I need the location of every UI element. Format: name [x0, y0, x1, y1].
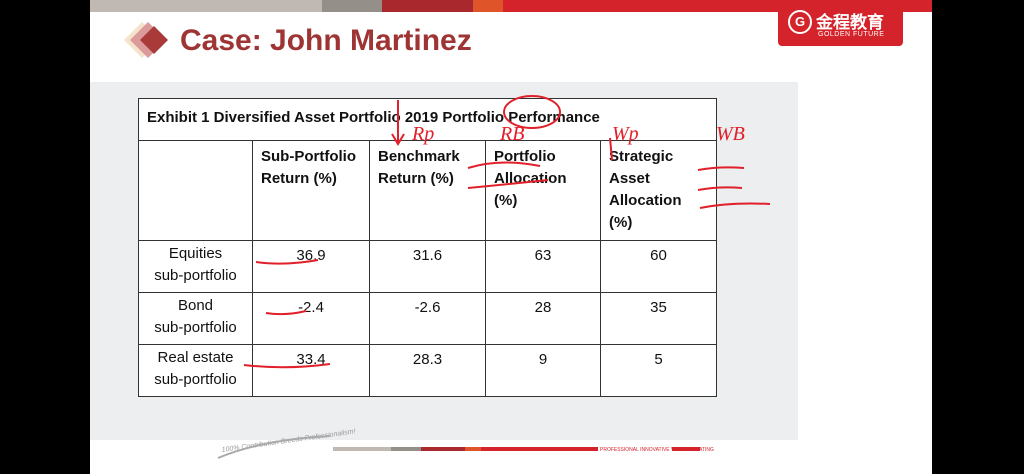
- logo-en: GOLDEN FUTURE: [818, 31, 885, 38]
- row-label: Bond sub-portfolio: [138, 292, 253, 345]
- cell: 35: [600, 292, 717, 345]
- exhibit-table: Exhibit 1 Diversified Asset Portfolio 20…: [138, 98, 717, 397]
- diamond-logo-icon: [124, 22, 168, 58]
- top-bar-segment: [473, 0, 503, 12]
- logo-mark-icon: G: [788, 10, 812, 34]
- cell: 63: [485, 240, 601, 293]
- cell: 33.4: [252, 344, 370, 397]
- cell: -2.6: [369, 292, 486, 345]
- header-cell: Portfolio Allocation (%): [485, 140, 601, 241]
- table-row: Bond sub-portfolio -2.4 -2.6 28 35: [138, 292, 717, 345]
- table-row: Equities sub-portfolio 36.9 31.6 63 60: [138, 240, 717, 293]
- logo-cn: 金程教育: [816, 13, 884, 32]
- header-empty: [138, 140, 253, 241]
- header-cell: Strategic Asset Allocation (%): [600, 140, 717, 241]
- brand-logo: G 金程教育 GOLDEN FUTURE: [778, 0, 903, 46]
- cell: 28.3: [369, 344, 486, 397]
- cell: 28: [485, 292, 601, 345]
- cell: 36.9: [252, 240, 370, 293]
- top-bar-segment: [322, 0, 382, 12]
- table-title: Exhibit 1 Diversified Asset Portfolio 20…: [138, 98, 717, 141]
- cell: 60: [600, 240, 717, 293]
- cell: 31.6: [369, 240, 486, 293]
- header-cell: Sub-Portfolio Return (%): [252, 140, 370, 241]
- header-cell: Benchmark Return (%): [369, 140, 486, 241]
- table-row: Real estate sub-portfolio 33.4 28.3 9 5: [138, 344, 717, 397]
- row-label: Real estate sub-portfolio: [138, 344, 253, 397]
- cell: 9: [485, 344, 601, 397]
- top-bar-segment: [90, 0, 322, 12]
- cell: 5: [600, 344, 717, 397]
- top-bar-segment: [382, 0, 473, 12]
- slide-title: Case: John Martinez: [180, 24, 472, 57]
- row-label: Equities sub-portfolio: [138, 240, 253, 293]
- cell: -2.4: [252, 292, 370, 345]
